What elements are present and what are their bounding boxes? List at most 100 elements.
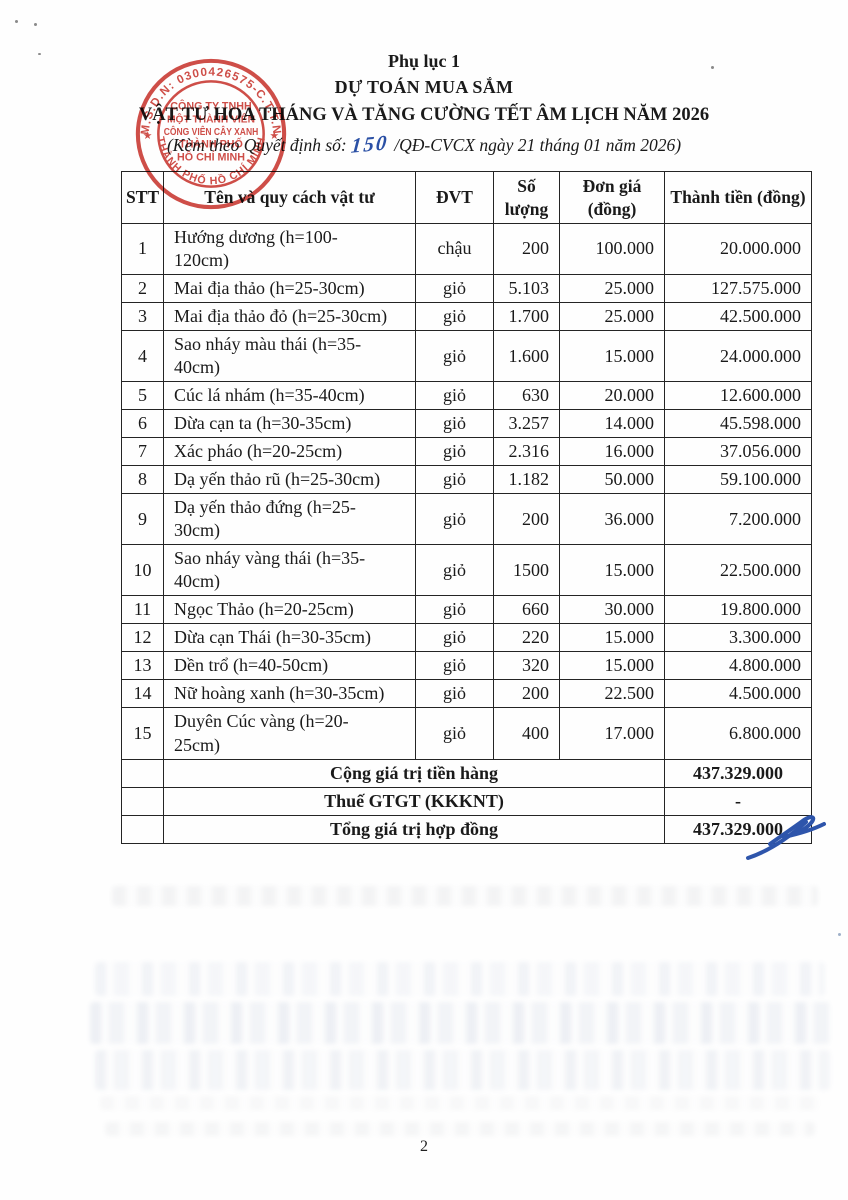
cell-name: Cúc lá nhám (h=35-40cm) <box>163 381 416 411</box>
table-row: 10 Sao nháy vàng thái (h=35-40cm) giỏ 1500 1… <box>121 544 812 597</box>
cell-stt: 5 <box>121 381 164 411</box>
cell-price: 15.000 <box>559 651 665 681</box>
cell-price: 14.000 <box>559 409 665 439</box>
cell-name: Mai địa thảo (h=25-30cm) <box>163 273 416 304</box>
cell-total: 22.500.000 <box>664 544 812 597</box>
summary-label: Thuế GTGT (KKKNT) <box>163 786 665 816</box>
cell-price: 25.000 <box>559 301 665 332</box>
summary-value: 437.329.000 <box>664 758 812 788</box>
bleed-through-band <box>90 1002 830 1044</box>
scan-speck <box>34 23 37 26</box>
cell-stt: 3 <box>121 301 164 332</box>
table-row: 12 Dừa cạn Thái (h=30-35cm) giỏ 220 15.000 3.… <box>121 623 812 653</box>
summary-label: Tổng giá trị hợp đồng <box>163 814 665 844</box>
stamp-company-line5: HỒ CHÍ MINH <box>177 150 245 163</box>
summary-row: Thuế GTGT (KKKNT) - <box>121 786 812 816</box>
table-row: 9 Dạ yến thảo đứng (h=25-30cm) giỏ 200 36.00… <box>121 493 812 546</box>
cell-name: Dạ yến thảo rũ (h=25-30cm) <box>163 465 416 495</box>
cell-total: 42.500.000 <box>664 301 812 332</box>
cell-unit: giỏ <box>415 409 494 439</box>
handwritten-decision-number: 150 <box>349 130 390 158</box>
cell-total: 127.575.000 <box>664 273 812 304</box>
stamp-star-right-icon: ★ <box>270 130 280 142</box>
table-row: 15 Duyên Cúc vàng (h=20-25cm) giỏ 400 17.000… <box>121 707 812 760</box>
cell-stt: 12 <box>121 623 164 653</box>
bleed-through-band <box>95 1050 830 1090</box>
cell-qty: 660 <box>493 595 560 625</box>
cell-price: 30.000 <box>559 595 665 625</box>
stamp-inner-ring <box>157 80 265 188</box>
table-row: 3 Mai địa thảo đỏ (h=25-30cm) giỏ 1.700 25.0… <box>121 301 812 332</box>
col-header-total: Thành tiền (đồng) <box>664 171 812 224</box>
col-header-price: Đơn giá (đồng) <box>559 171 665 224</box>
cell-stt: 4 <box>121 330 164 383</box>
cell-name: Hướng dương (h=100-120cm) <box>163 222 416 275</box>
subtitle-prefix: (Kèm theo Quyết định số: <box>166 134 347 155</box>
table-row: 8 Dạ yến thảo rũ (h=25-30cm) giỏ 1.182 50.00… <box>121 465 812 495</box>
cell-unit: giỏ <box>415 623 494 653</box>
doc-title-line1: DỰ TOÁN MUA SẮM <box>334 77 514 98</box>
table-row: 4 Sao nháy màu thái (h=35-40cm) giỏ 1.600 15… <box>121 330 812 383</box>
cell-price: 16.000 <box>559 437 665 467</box>
cell-price: 36.000 <box>559 493 665 546</box>
scan-speck <box>15 20 18 23</box>
cell-qty: 400 <box>493 707 560 760</box>
col-header-name: Tên và quy cách vật tư <box>163 171 416 224</box>
cell-unit: giỏ <box>415 330 494 383</box>
cell-qty: 1.700 <box>493 301 560 332</box>
cell-qty: 1.182 <box>493 465 560 495</box>
summary-row: Tổng giá trị hợp đồng 437.329.000 <box>121 814 812 844</box>
cell-name: Xác pháo (h=20-25cm) <box>163 437 416 467</box>
table-row: 14 Nữ hoàng xanh (h=30-35cm) giỏ 200 22.500 4… <box>121 679 812 709</box>
cell-qty: 5.103 <box>493 273 560 304</box>
cell-qty: 200 <box>493 679 560 709</box>
table-row: 2 Mai địa thảo (h=25-30cm) giỏ 5.103 25.000 1… <box>121 273 812 304</box>
table-row: 11 Ngọc Thảo (h=20-25cm) giỏ 660 30.000 19.80… <box>121 595 812 625</box>
cell-unit: giỏ <box>415 544 494 597</box>
cell-total: 4.500.000 <box>664 679 812 709</box>
cell-total: 12.600.000 <box>664 381 812 411</box>
cell-unit: giỏ <box>415 707 494 760</box>
cell-qty: 1500 <box>493 544 560 597</box>
cell-name: Mai địa thảo đỏ (h=25-30cm) <box>163 301 416 332</box>
cell-unit: giỏ <box>415 273 494 304</box>
cell-total: 24.000.000 <box>664 330 812 383</box>
cell-total: 20.000.000 <box>664 222 812 275</box>
cell-total: 45.598.000 <box>664 409 812 439</box>
signature-flourish <box>746 815 826 860</box>
col-header-unit: ĐVT <box>415 171 494 224</box>
cell-price: 22.500 <box>559 679 665 709</box>
scan-speck <box>711 66 714 69</box>
cell-total: 4.800.000 <box>664 651 812 681</box>
table-row: 6 Dừa cạn ta (h=30-35cm) giỏ 3.257 14.000 45.… <box>121 409 812 439</box>
cell-total: 37.056.000 <box>664 437 812 467</box>
cell-stt: 9 <box>121 493 164 546</box>
cell-stt: 2 <box>121 273 164 304</box>
cell-name: Dền trổ (h=40-50cm) <box>163 651 416 681</box>
appendix-label: Phụ lục 1 <box>387 51 461 71</box>
cell-stt: 8 <box>121 465 164 495</box>
scan-speck <box>838 933 841 936</box>
cell-qty: 1.600 <box>493 330 560 383</box>
stamp-outer-ring <box>135 58 287 210</box>
cell-total: 7.200.000 <box>664 493 812 546</box>
summary-label: Cộng giá trị tiền hàng <box>163 758 665 788</box>
cell-total: 6.800.000 <box>664 707 812 760</box>
table-body: 1 Hướng dương (h=100-120cm) chậu 200 100.000… <box>121 222 812 844</box>
cell-unit: giỏ <box>415 381 494 411</box>
cell-price: 15.000 <box>559 623 665 653</box>
stamp-star-left-icon: ★ <box>143 130 153 142</box>
table-row: 5 Cúc lá nhám (h=35-40cm) giỏ 630 20.000 12.6… <box>121 381 812 411</box>
cell-total: 19.800.000 <box>664 595 812 625</box>
cell-unit: giỏ <box>415 493 494 546</box>
table-row: 7 Xác pháo (h=20-25cm) giỏ 2.316 16.000 37.05… <box>121 437 812 467</box>
cell-price: 17.000 <box>559 707 665 760</box>
cell-stt: 10 <box>121 544 164 597</box>
cell-stt: 14 <box>121 679 164 709</box>
page-number: 2 <box>420 1138 428 1155</box>
doc-subtitle: (Kèm theo Quyết định số: 150/QĐ-CVCX ngày… <box>0 130 848 158</box>
document-header: Phụ lục 1 DỰ TOÁN MUA SẮM VẬT TƯ HOA THÁ… <box>0 0 848 158</box>
cell-name: Sao nháy vàng thái (h=35-40cm) <box>163 544 416 597</box>
summary-empty-cell <box>121 814 164 844</box>
